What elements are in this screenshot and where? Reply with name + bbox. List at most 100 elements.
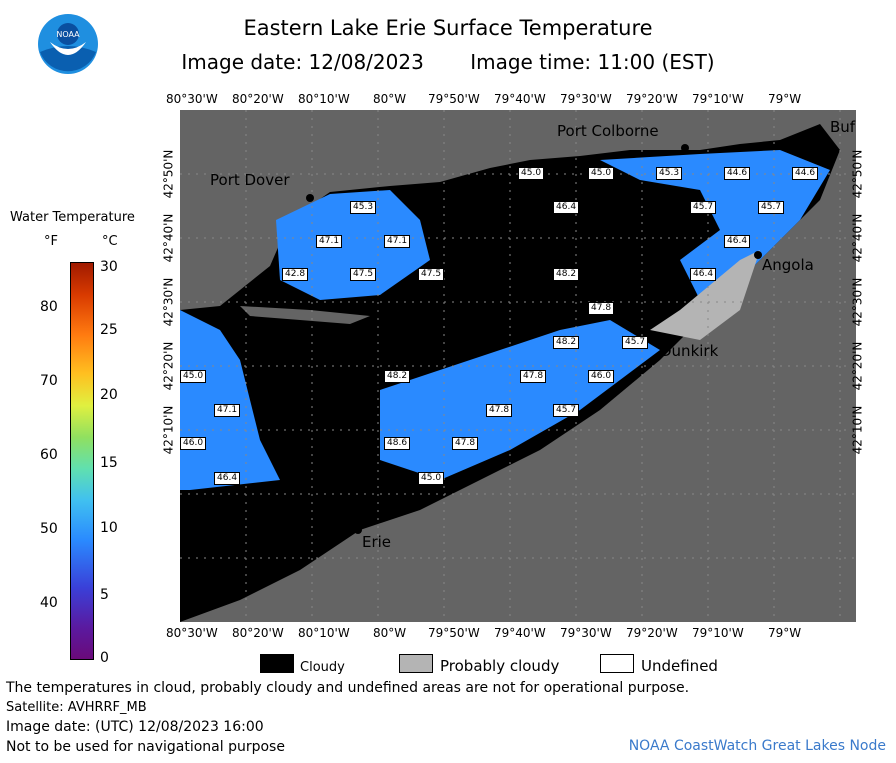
city-port-colborne: Port Colborne: [557, 122, 659, 140]
city-erie: Erie: [362, 533, 392, 551]
unit-celsius: °C: [102, 234, 118, 249]
cloudy-swatch: [260, 654, 294, 673]
noaa-logo-icon: NOAA: [38, 14, 98, 74]
lon-label-top: 80°20'W: [232, 92, 284, 106]
lake-map: [180, 110, 856, 622]
lat-label-left: 42°20'N: [161, 341, 176, 391]
undefined-label: Undefined: [641, 657, 718, 675]
image-datetime: Image date: 12/08/2023 Image time: 11:00…: [0, 50, 896, 74]
temp-label: 48.2: [553, 268, 580, 281]
navigation-warning: Not to be used for navigational purpose: [6, 739, 285, 755]
c-tick: 15: [100, 455, 118, 471]
temp-label: 45.0: [588, 167, 615, 180]
angola-marker: [754, 251, 762, 259]
c-tick: 30: [100, 259, 118, 275]
city-buffalo: Buf: [830, 118, 856, 136]
lon-label-top: 79°20'W: [626, 92, 678, 106]
temp-label: 48.2: [384, 370, 411, 383]
city-port-dover: Port Dover: [210, 171, 290, 189]
c-tick: 10: [100, 520, 118, 536]
lon-label-bottom: 80°20'W: [232, 626, 284, 640]
temp-label: 48.2: [553, 336, 580, 349]
image-time: Image time: 11:00 (EST): [470, 50, 715, 74]
lat-label-right: 42°40'N: [850, 213, 865, 263]
c-tick: 20: [100, 387, 118, 403]
disclaimer-text: The temperatures in cloud, probably clou…: [6, 680, 690, 696]
lat-label-left: 42°30'N: [161, 277, 176, 327]
city-dunkirk: Dunkirk: [660, 342, 719, 360]
logo-text: NOAA: [56, 30, 80, 39]
east-probably-cloudy: [650, 250, 760, 340]
lon-label-bottom: 79°W: [768, 626, 802, 640]
dunkirk-marker: [654, 334, 662, 342]
lon-label-top: 79°10'W: [692, 92, 744, 106]
temp-label: 47.5: [350, 268, 377, 281]
long-point-spit: [240, 306, 370, 324]
credit-text: NOAA CoastWatch Great Lakes Node: [628, 738, 886, 754]
temp-label: 45.7: [622, 336, 649, 349]
temp-label: 47.8: [486, 404, 513, 417]
temp-label: 47.8: [520, 370, 547, 383]
lon-label-top: 80°30'W: [166, 92, 218, 106]
grid-lines: [180, 110, 856, 622]
lon-label-bottom: 79°40'W: [494, 626, 546, 640]
utc-date-text: Image date: (UTC) 12/08/2023 16:00: [6, 719, 264, 735]
map-title: Eastern Lake Erie Surface Temperature: [243, 16, 653, 40]
lon-label-top: 79°W: [768, 92, 802, 106]
temp-label: 45.0: [418, 472, 445, 485]
temp-label: 44.6: [792, 167, 819, 180]
lat-label-left: 42°50'N: [161, 149, 176, 199]
temp-label: 47.1: [316, 235, 343, 248]
lon-label-bottom: 79°30'W: [560, 626, 612, 640]
temp-label: 46.4: [553, 201, 580, 214]
lat-label-left: 42°10'N: [161, 405, 176, 455]
temp-label: 45.7: [553, 404, 580, 417]
cloudy-label: Cloudy: [300, 660, 345, 675]
temp-label: 46.4: [724, 235, 751, 248]
temp-label: 45.7: [690, 201, 717, 214]
probably-cloudy-label: Probably cloudy: [440, 657, 560, 675]
temp-label: 45.0: [518, 167, 545, 180]
f-tick: 80: [40, 299, 58, 315]
temp-label: 45.3: [656, 167, 683, 180]
lon-label-top: 80°10'W: [298, 92, 350, 106]
port-colborne-marker: [681, 144, 689, 152]
c-tick: 5: [100, 587, 109, 603]
temp-label: 46.4: [214, 472, 241, 485]
temp-label: 45.7: [758, 201, 785, 214]
temperature-colorbar: [70, 262, 94, 660]
f-tick: 70: [40, 373, 58, 389]
lon-label-top: 79°50'W: [428, 92, 480, 106]
c-tick: 25: [100, 322, 118, 338]
buffalo-marker: [824, 138, 832, 146]
south-central-water: [380, 320, 660, 480]
probably-cloudy-swatch: [399, 654, 433, 673]
temp-label: 45.0: [180, 370, 207, 383]
lat-label-right: 42°50'N: [850, 149, 865, 199]
satellite-text: Satellite: AVHRRF_MB: [6, 700, 147, 715]
temp-label: 47.8: [452, 437, 479, 450]
lat-label-right: 42°30'N: [850, 277, 865, 327]
north-east-water: [600, 150, 830, 300]
legend-title: Water Temperature: [10, 210, 135, 225]
temp-label: 47.1: [214, 404, 241, 417]
lon-label-bottom: 80°30'W: [166, 626, 218, 640]
lat-label-right: 42°10'N: [850, 405, 865, 455]
lat-label-left: 42°40'N: [161, 213, 176, 263]
city-angola: Angola: [762, 256, 814, 274]
f-tick: 40: [40, 595, 58, 611]
temp-label: 46.4: [690, 268, 717, 281]
temp-label: 48.6: [384, 437, 411, 450]
temp-label: 46.0: [588, 370, 615, 383]
lon-label-top: 79°40'W: [494, 92, 546, 106]
temp-label: 47.5: [418, 268, 445, 281]
c-tick: 0: [100, 650, 109, 666]
temp-label: 46.0: [180, 437, 207, 450]
temp-label: 47.1: [384, 235, 411, 248]
lon-label-bottom: 80°W: [373, 626, 407, 640]
port-dover-marker: [306, 194, 314, 202]
erie-marker: [354, 526, 362, 534]
lon-label-bottom: 79°20'W: [626, 626, 678, 640]
f-tick: 50: [40, 521, 58, 537]
temp-label: 45.3: [350, 201, 377, 214]
